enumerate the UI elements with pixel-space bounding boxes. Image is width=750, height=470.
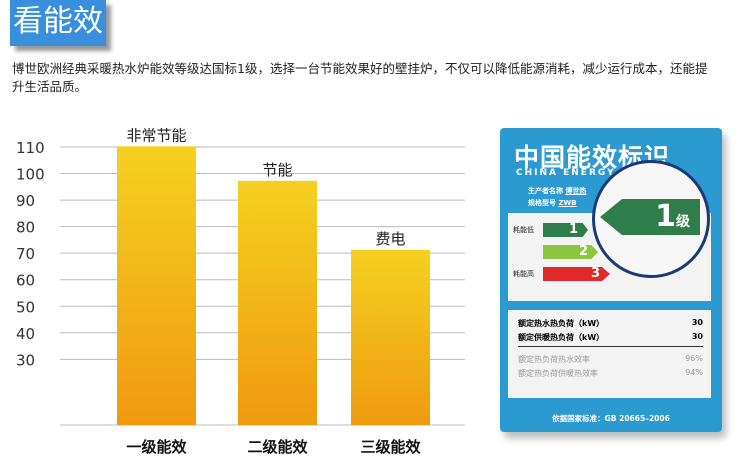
spec-label: 额定热负荷热水效率 xyxy=(518,355,590,364)
x-category-label: 二级能效 xyxy=(247,438,308,456)
spec-row: 额定热负荷热水效率 96% xyxy=(518,354,703,365)
spec-row: 额定热水热负荷（kW） 30 xyxy=(518,318,703,329)
maker-field: 生产者名称 博世热 xyxy=(528,186,586,196)
grade-1-arrow: 1 xyxy=(543,223,588,237)
y-tick-label: 50 xyxy=(16,298,35,316)
grade-2-arrow: 2 xyxy=(543,245,598,259)
zoom-grade: 1 xyxy=(655,199,676,234)
y-tick-label: 100 xyxy=(16,166,45,184)
spec-table: 额定热水热负荷（kW） 30 额定供暖热负荷（kW） 30 额定热负荷热水效率 96%… xyxy=(508,310,711,398)
high-consumption-label: 耗能高 xyxy=(513,270,534,278)
spec-row: 额定供暖热负荷（kW） 30 xyxy=(518,332,703,347)
spec-label: 额定热负荷供暖热效率 xyxy=(518,369,598,378)
model-field: 规格型号 ZWB xyxy=(528,198,577,208)
y-tick-label: 90 xyxy=(16,192,35,210)
y-tick-label: 80 xyxy=(16,219,35,237)
bar xyxy=(238,180,317,425)
bar xyxy=(117,146,196,425)
low-consumption-label: 耗能低 xyxy=(513,226,534,234)
label-title-en: CHINA ENERGY xyxy=(516,168,616,178)
spec-row: 额定热负荷供暖热效率 94% xyxy=(518,368,703,379)
model-value: ZWB xyxy=(558,199,577,207)
spec-value: 30 xyxy=(691,318,703,327)
y-tick-label: 70 xyxy=(16,245,35,263)
bar-label: 非常节能 xyxy=(126,126,186,144)
grade-1-big-arrow: 1级 xyxy=(600,199,700,235)
zoom-unit: 级 xyxy=(676,214,690,230)
section-title: 看能效 xyxy=(10,0,106,46)
maker-value: 博世热 xyxy=(565,187,587,195)
spec-value: 96% xyxy=(685,354,703,363)
y-tick-label: 110 xyxy=(16,139,45,157)
y-tick-label: 60 xyxy=(16,272,35,290)
bar xyxy=(351,249,430,425)
spec-value: 94% xyxy=(685,368,703,377)
x-category-label: 一级能效 xyxy=(126,438,187,456)
spec-label: 额定热水热负荷（kW） xyxy=(518,319,605,328)
standard-text: 依据国家标准：GB 20665–2006 xyxy=(552,414,670,423)
grade-magnifier: 1级 xyxy=(592,160,710,278)
spec-value: 30 xyxy=(691,332,703,341)
spec-label: 额定供暖热负荷（kW） xyxy=(518,333,605,342)
maker-label: 生产者名称 xyxy=(528,187,563,195)
x-category-label: 三级能效 xyxy=(360,438,421,456)
model-label: 规格型号 xyxy=(528,199,556,207)
bar-label: 费电 xyxy=(375,230,405,248)
y-tick-label: 30 xyxy=(16,351,35,369)
description: 博世欧洲经典采暖热水炉能效等级达国标1级，选择一台节能效果好的壁挂炉，不仅可以降… xyxy=(12,61,708,94)
bar-label: 节能 xyxy=(262,161,292,179)
y-tick-label: 40 xyxy=(16,325,35,343)
grade-3-arrow: 3 xyxy=(543,267,610,281)
